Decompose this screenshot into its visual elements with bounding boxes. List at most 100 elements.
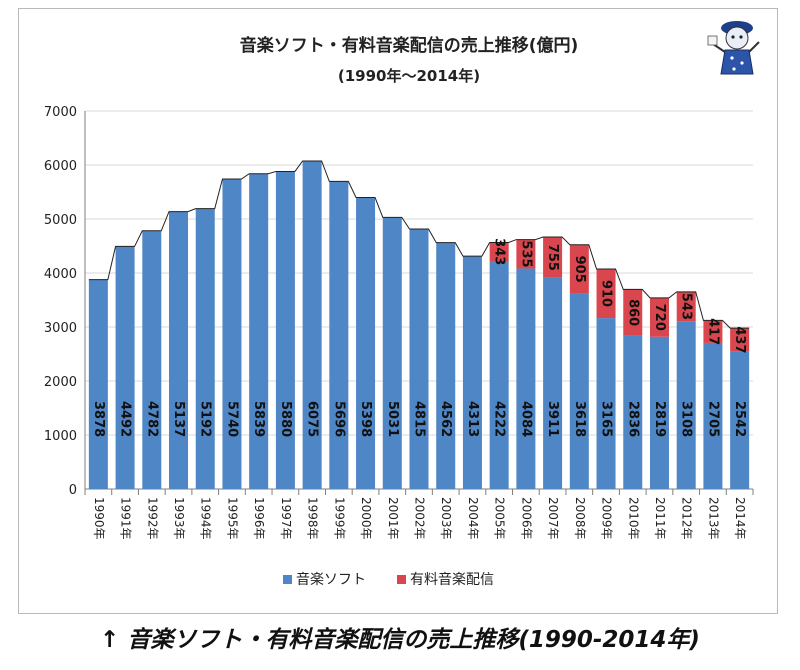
data-label-download: 720 [652, 304, 667, 331]
bar-download [730, 328, 750, 352]
y-tick-label: 7000 [44, 105, 77, 120]
x-tick-label: 2011年 [653, 497, 667, 540]
y-tick-label: 4000 [44, 267, 77, 282]
figure-caption: ↑ 音楽ソフト・有料音楽配信の売上推移(1990-2014年) [100, 627, 700, 653]
y-tick-label: 0 [69, 483, 77, 498]
data-label-software: 5696 [331, 401, 346, 437]
data-label-software: 5839 [251, 401, 266, 437]
bar-download [703, 320, 723, 343]
data-label-download: 417 [705, 318, 720, 345]
data-label-download: 437 [732, 326, 747, 353]
x-axis: 1990年 1991年 1992年 1993年 1994年 1995年 1996年 1997年… [84, 489, 754, 540]
x-tick-label: 1997年 [279, 497, 293, 540]
chart-subtitle: (1990年～2014年) [338, 67, 480, 85]
data-label-download: 343 [492, 238, 507, 265]
legend-swatch-download [397, 575, 406, 584]
bar-software [703, 342, 723, 489]
x-tick-label: 1990年 [92, 497, 106, 540]
x-tick-label: 1993年 [172, 497, 186, 540]
y-tick-label: 6000 [44, 159, 77, 174]
data-label-software: 6075 [305, 401, 320, 437]
bar-software [142, 230, 162, 489]
bar-download [676, 291, 696, 322]
bar-software [596, 318, 616, 489]
bar-download [543, 237, 563, 278]
data-label-software: 2819 [652, 401, 667, 437]
legend-swatch-software [283, 575, 292, 584]
data-label-software: 4492 [118, 401, 133, 437]
bar-software [222, 179, 242, 490]
legend: 音楽ソフト 有料音楽配信 [283, 571, 494, 588]
x-tick-label: 2003年 [439, 497, 453, 540]
y-tick-label: 5000 [44, 213, 77, 228]
x-tick-label: 2001年 [386, 497, 400, 540]
data-label-software: 5137 [171, 401, 186, 437]
total-line [88, 160, 750, 329]
bar-software [730, 351, 750, 489]
bar-software [195, 208, 215, 489]
y-tick-label: 1000 [44, 429, 77, 444]
data-label-download: 905 [572, 256, 587, 283]
data-label-software: 5740 [224, 401, 239, 437]
x-tick-label: 2010年 [626, 497, 640, 540]
chart-frame: 音楽ソフト・有料音楽配信の売上推移(億円) (1990年～2014年) 0 100… [18, 8, 778, 614]
bar-software [489, 261, 509, 489]
legend-label-software: 音楽ソフト [296, 571, 366, 588]
data-label-download: 910 [599, 280, 614, 307]
data-label-software: 4222 [492, 401, 507, 437]
y-tick-label: 2000 [44, 375, 77, 390]
x-tick-label: 2012年 [680, 497, 694, 540]
data-label-software: 5398 [358, 401, 373, 437]
x-tick-label: 2004年 [466, 497, 480, 540]
x-tick-label: 1991年 [119, 497, 133, 540]
data-label-software: 2542 [732, 401, 747, 437]
data-label-download: 755 [545, 244, 560, 271]
bar-download [516, 239, 536, 269]
bar-software [649, 336, 669, 489]
x-tick-label: 2006年 [519, 497, 533, 540]
data-label-software: 3878 [91, 401, 106, 437]
data-label-software: 4313 [465, 401, 480, 437]
y-tick-label: 3000 [44, 321, 77, 336]
data-label-software: 3108 [679, 401, 694, 437]
bar-software [516, 268, 536, 489]
bar-software [356, 197, 376, 489]
data-label-download: 860 [625, 299, 640, 326]
total-line-path [88, 160, 750, 329]
data-label-software: 2836 [625, 401, 640, 437]
mascot-illustration [707, 21, 760, 75]
x-tick-label: 2000年 [359, 497, 373, 540]
x-tick-label: 1999年 [332, 497, 346, 540]
data-label-software: 3911 [545, 401, 560, 437]
bar-download [489, 242, 509, 262]
x-tick-label: 1996年 [252, 497, 266, 540]
data-label-software: 4815 [412, 401, 427, 437]
chart-title: 音楽ソフト・有料音楽配信の売上推移(億円) [240, 35, 579, 56]
bar-software [169, 211, 189, 490]
bar-software [275, 171, 295, 490]
x-tick-label: 2005年 [493, 497, 507, 540]
x-tick-label: 2008年 [573, 497, 587, 540]
data-label-software: 4084 [518, 401, 533, 437]
data-label-download: 535 [518, 240, 533, 267]
bars [88, 160, 750, 490]
x-tick-label: 2007年 [546, 497, 560, 540]
bar-software [409, 228, 429, 490]
data-label-download: 543 [679, 293, 694, 320]
x-tick-label: 2002年 [413, 497, 427, 540]
bar-software [676, 321, 696, 489]
x-tick-label: 2014年 [733, 497, 747, 540]
data-label-software: 2705 [705, 401, 720, 437]
bar-download [649, 297, 669, 337]
bar-software [436, 242, 456, 489]
data-label-software: 5031 [385, 401, 400, 437]
data-labels: 3878 4492 4782 5137 5192 5740 5839 5880 6075 5696… [91, 238, 747, 437]
data-label-software: 4562 [438, 401, 453, 437]
x-tick-label: 2013年 [706, 497, 720, 540]
x-tick-label: 1994年 [199, 497, 213, 540]
legend-label-download: 有料音楽配信 [410, 571, 494, 588]
data-label-software: 5880 [278, 401, 293, 437]
x-tick-label: 1998年 [306, 497, 320, 540]
data-label-software: 5192 [198, 401, 213, 437]
bar-download [569, 244, 589, 294]
